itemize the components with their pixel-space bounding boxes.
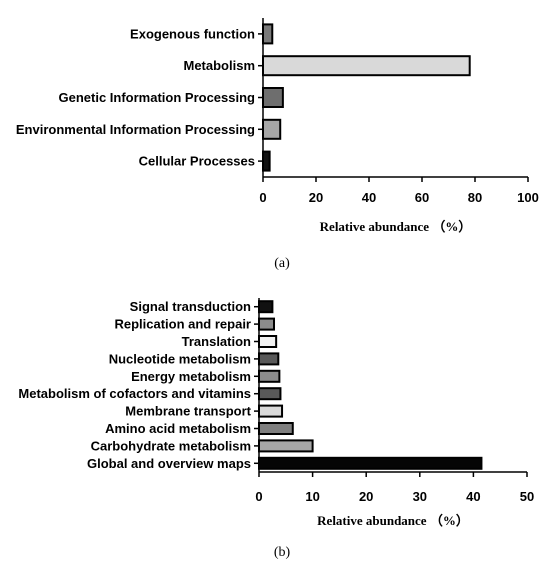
bar: [258, 387, 282, 401]
category-label: Cellular Processes: [139, 154, 255, 169]
x-tick-label: 0: [259, 190, 266, 205]
category-label: Replication and repair: [114, 317, 251, 332]
bar: [258, 352, 280, 366]
chart-panel-a: Exogenous function Metabolism Genetic Info…: [16, 18, 539, 271]
bar: [258, 439, 314, 453]
x-tick-label: 20: [309, 190, 323, 205]
bar: [262, 55, 471, 77]
bar: [258, 317, 276, 331]
x-tick-label: 100: [517, 190, 539, 205]
bar: [262, 23, 274, 45]
category-label: Global and overview maps: [87, 456, 251, 471]
category-label: Genetic Information Processing: [59, 90, 256, 105]
bar: [262, 87, 284, 108]
category-label: Environmental Information Processing: [16, 122, 255, 137]
category-label: Membrane transport: [125, 404, 251, 419]
bar: [258, 456, 483, 470]
category-label: Metabolism of cofactors and vitamins: [18, 386, 251, 401]
category-label: Translation: [182, 334, 251, 349]
panel-label: (b): [274, 545, 291, 560]
category-label: Metabolism: [183, 58, 255, 73]
category-label: Energy metabolism: [131, 369, 251, 384]
bar: [262, 118, 282, 140]
x-axis-label: Relative abundance （%）: [317, 513, 469, 528]
category-label: Nucleotide metabolism: [109, 351, 251, 366]
x-tick-label: 40: [466, 489, 480, 504]
x-tick-label: 40: [362, 190, 376, 205]
category-label: Exogenous function: [130, 26, 255, 41]
x-tick-label: 80: [468, 190, 482, 205]
bar: [262, 150, 271, 172]
bar: [258, 335, 278, 348]
x-tick-label: 20: [359, 489, 373, 504]
chart-panel-b: Signal transduction Replication and repai…: [18, 298, 534, 560]
x-tick-label: 60: [415, 190, 429, 205]
category-label: Carbohydrate metabolism: [91, 438, 251, 453]
bar: [258, 404, 284, 418]
bar: [258, 422, 294, 435]
bar: [258, 369, 281, 383]
category-label: Signal transduction: [130, 299, 251, 314]
x-tick-label: 0: [255, 489, 262, 504]
panel-label: (a): [274, 256, 290, 271]
x-tick-label: 10: [305, 489, 319, 504]
x-tick-label: 30: [413, 489, 427, 504]
x-tick-label: 50: [520, 489, 534, 504]
x-axis-label: Relative abundance （%）: [320, 219, 472, 234]
category-label: Amino acid metabolism: [105, 421, 251, 436]
bar: [258, 300, 274, 314]
